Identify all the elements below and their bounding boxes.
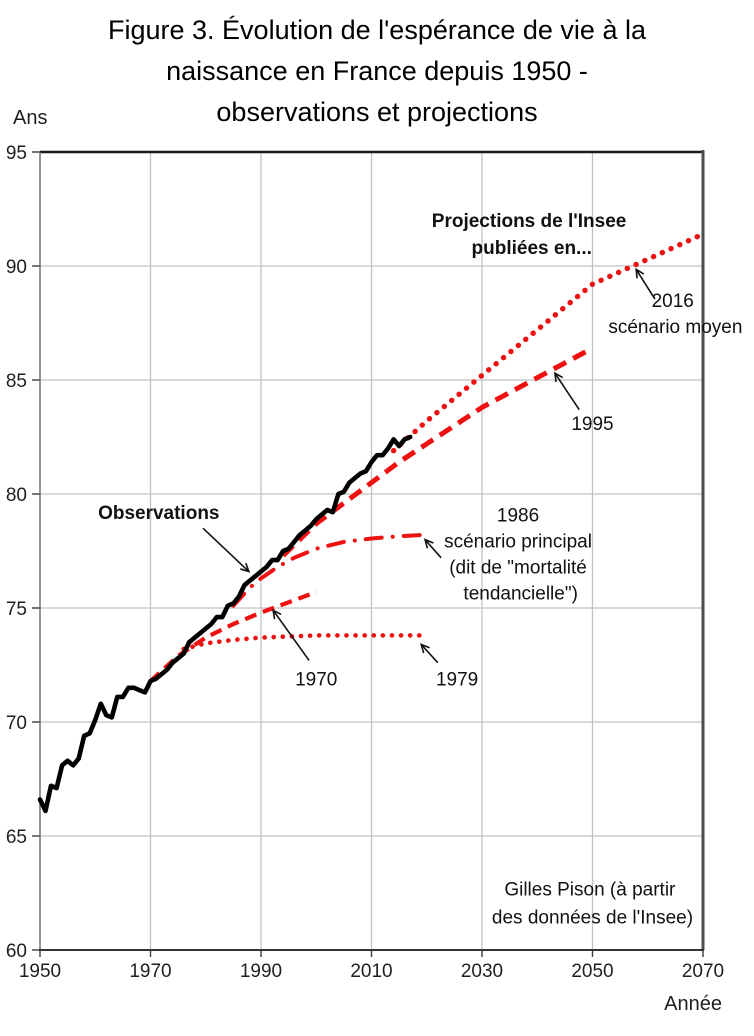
arrow-1979 (420, 643, 439, 664)
arrow-2016 (635, 267, 656, 300)
data-series (37, 231, 706, 814)
annotation-projections-header: Projections de l'Insee publiées en... (432, 211, 632, 259)
annotation-1986-scenario-principal: 1986 scénario principal (dit de "mortali… (444, 505, 597, 604)
annotation-line: scénario principal (444, 531, 592, 552)
x-axis-label: Année (664, 993, 722, 1015)
annotation-line: des données de l'Insee) (492, 907, 693, 928)
annotation-line: Gilles Pison (à partir (504, 879, 676, 900)
y-tick-label: 90 (6, 257, 27, 278)
figure-title: Figure 3. Évolution de l'espérance de vi… (0, 10, 754, 133)
series-proj_1995 (281, 345, 594, 558)
annotation-line: scénario moyen (608, 317, 742, 338)
annotation-line: 1995 (571, 414, 613, 435)
y-tick-label: 60 (6, 941, 27, 962)
annotation-line: 1979 (436, 670, 478, 691)
x-tick-label: 2030 (461, 961, 503, 982)
y-tick-label: 75 (6, 599, 27, 620)
annotation-line: 2016 (652, 291, 694, 312)
annotation-line: tendancielle") (463, 583, 577, 604)
annotation-1995: 1995 (571, 414, 613, 435)
y-tick-label: 65 (6, 827, 27, 848)
plot-border (39, 150, 705, 951)
y-axis-label: Ans (13, 107, 47, 129)
arrow-1970 (272, 608, 310, 661)
y-tick-label: 95 (6, 143, 27, 164)
gridlines (40, 152, 703, 950)
y-tick-label: 70 (6, 713, 27, 734)
series-proj_1970 (149, 590, 318, 683)
annotation-line: publiées en... (472, 238, 592, 259)
annotation-line: Projections de l'Insee (432, 211, 627, 232)
series-proj_1979 (181, 633, 424, 652)
x-tick-label: 1990 (240, 961, 282, 982)
annotation-source-credit: Gilles Pison (à partir des données de l'… (492, 879, 693, 928)
series-observations (37, 434, 413, 814)
arrow-1986 (423, 538, 442, 559)
arrow-1995 (553, 371, 580, 411)
x-tick-label: 1970 (129, 961, 171, 982)
figure-title-line-3: observations et projections (216, 97, 538, 127)
annotation-line: 1986 (497, 505, 539, 526)
annotation-1970: 1970 (295, 670, 337, 691)
annotation-line: (dit de "mortalité (449, 557, 587, 578)
series-proj_1986 (231, 533, 424, 608)
annotation-line: 1970 (295, 670, 337, 691)
annotations: Projections de l'Insee publiées en... 20… (98, 211, 742, 928)
annotation-observations: Observations (98, 503, 219, 524)
x-tick-label: 1950 (19, 961, 61, 982)
figure-title-line-2: naissance en France depuis 1950 - (166, 56, 588, 86)
figure-title-line-1: Figure 3. Évolution de l'espérance de vi… (108, 15, 646, 45)
x-tick-label: 2010 (350, 961, 392, 982)
x-tick-label: 2070 (682, 961, 724, 982)
y-tick-label: 85 (6, 371, 27, 392)
annotation-line: Observations (98, 503, 219, 524)
annotation-2016-scenario-moyen: 2016 scénario moyen (608, 291, 742, 338)
axis-ticks (32, 151, 704, 957)
arrow-observations (202, 527, 251, 573)
annotation-arrows (202, 267, 656, 664)
axis-tick-labels: 1950 1970 1990 2010 2030 2050 2070 95 90 85 80 75 70… (6, 143, 724, 982)
annotation-1979: 1979 (436, 670, 478, 691)
y-tick-label: 80 (6, 485, 27, 506)
x-tick-label: 2050 (571, 961, 613, 982)
